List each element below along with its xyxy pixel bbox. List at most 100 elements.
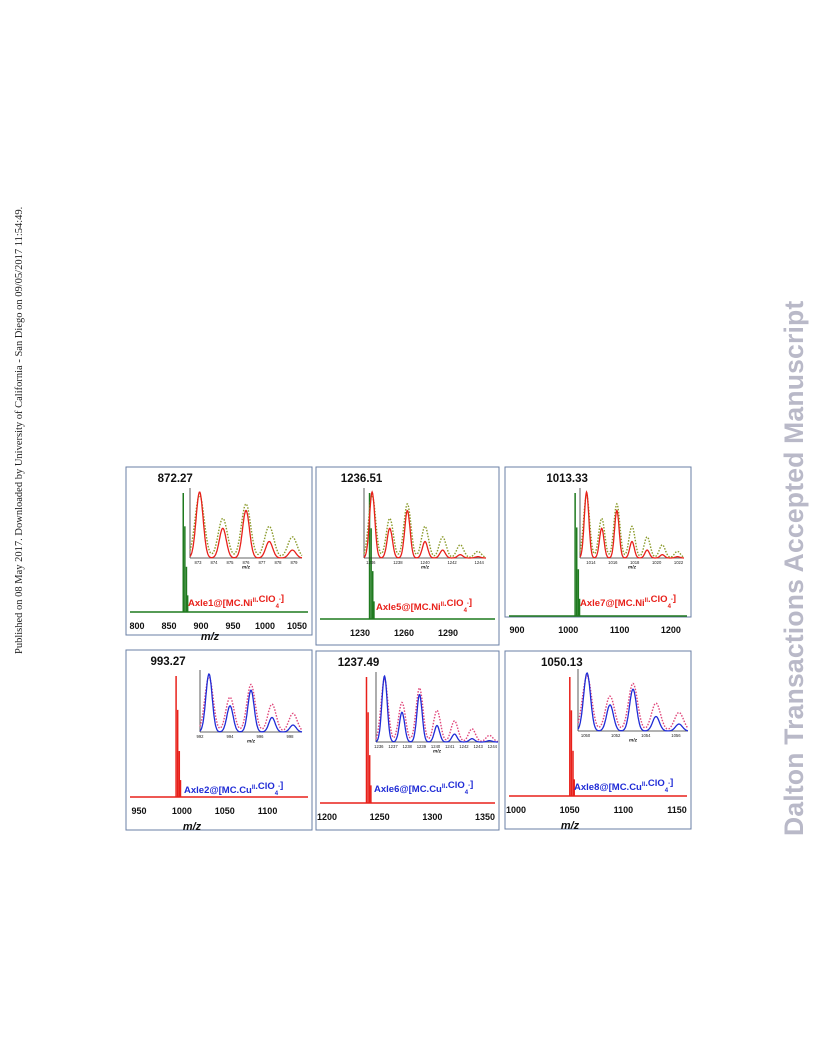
inset-simulated-pattern <box>375 678 499 743</box>
inset-simulated-pattern <box>363 494 487 559</box>
x-tick-label: 950 <box>131 806 146 816</box>
inset-tick-label: 1022 <box>674 560 684 565</box>
x-tick-label: 1000 <box>558 625 578 635</box>
isotope-inset: 1236 1237 1238 1239 1240 1241 1242 1243 1244 m/z <box>374 672 499 755</box>
inset-tick-label: 994 <box>227 734 235 739</box>
inset-tick-label: 1018 <box>630 560 640 565</box>
peak-label: 993.27 <box>150 656 185 668</box>
inset-tick-label: 874 <box>211 560 219 565</box>
inset-tick-label: 998 <box>287 734 295 739</box>
x-tick-label: 800 <box>129 621 144 631</box>
inset-tick-label: 1016 <box>608 560 618 565</box>
species-label: Axle2@[MC.CuII.ClO4-] <box>184 780 283 797</box>
spectrum-panel-1: 800 850 900 950 1000 1050 872.27 873 874 875 876 87… <box>125 466 313 643</box>
inset-tick-label: 878 <box>275 560 283 565</box>
peak-label: 1236.51 <box>341 473 383 485</box>
x-tick-label: 1290 <box>438 628 458 638</box>
x-tick-label: 1100 <box>614 805 634 815</box>
inset-xlabel: m/z <box>247 739 256 745</box>
species-label: Axle1@[MC.NiII.ClO4-] <box>188 593 284 610</box>
inset-tick-label: 1056 <box>671 733 681 738</box>
panel-frame <box>315 466 500 646</box>
x-tick-label: 850 <box>161 621 176 631</box>
inset-tick-label: 1238 <box>393 560 403 565</box>
x-axis-label: m/z <box>561 820 580 832</box>
x-tick-label: 1350 <box>475 812 495 822</box>
inset-tick-label: 873 <box>195 560 203 565</box>
isotope-inset: 1014 1016 1018 1020 1022 m/z <box>579 488 685 571</box>
panel-frame <box>125 466 313 636</box>
inset-xlabel: m/z <box>421 565 430 571</box>
x-tick-label: 1250 <box>370 812 390 822</box>
species-label: Axle6@[MC.CuII.ClO4-] <box>374 779 473 796</box>
spectrum-panel-6: 1000 1050 1100 1150 1050.13 1050 1052 1054 1056 m… <box>504 650 692 832</box>
x-tick-label: 900 <box>193 621 208 631</box>
inset-tick-label: 1052 <box>611 733 621 738</box>
panel-frame <box>504 466 692 618</box>
x-tick-label: 1260 <box>394 628 414 638</box>
isotope-inset: 873 874 875 876 877 878 879 m/z <box>189 488 303 571</box>
inset-xlabel: m/z <box>629 738 638 744</box>
inset-tick-label: 1236 <box>374 744 384 749</box>
inset-xlabel: m/z <box>242 565 251 571</box>
spectrum-panel-4: 950 1000 1050 1100 993.27 992 994 996 998 m/z Axle… <box>125 649 313 833</box>
inset-tick-label: 877 <box>259 560 267 565</box>
peak-label: 1237.49 <box>338 657 380 669</box>
x-tick-label: 1100 <box>610 625 630 635</box>
inset-tick-label: 1243 <box>473 744 483 749</box>
inset-tick-label: 996 <box>257 734 265 739</box>
x-tick-label: 1230 <box>350 628 370 638</box>
inset-tick-label: 1240 <box>431 744 441 749</box>
panel-frame <box>504 650 692 830</box>
inset-tick-label: 1240 <box>420 560 430 565</box>
spectrum-panel-2: 1230 1260 1290 1236.51 1236 1238 1240 1242 1244 m… <box>315 466 500 646</box>
x-tick-label: 1100 <box>258 806 278 816</box>
x-axis-label: m/z <box>201 631 220 643</box>
inset-experimental-pattern <box>375 674 498 743</box>
inset-tick-label: 1239 <box>417 744 427 749</box>
spectrum-panel-3: 900 1000 1100 1200 1013.33 1014 1016 1018 1020 10… <box>504 466 692 635</box>
peak-label: 872.27 <box>158 473 193 485</box>
x-tick-label: 1000 <box>506 805 526 815</box>
x-tick-label: 1200 <box>661 625 681 635</box>
peak-label: 1013.33 <box>546 473 588 485</box>
x-tick-label: 900 <box>509 625 524 635</box>
isotope-inset: 1236 1238 1240 1242 1244 m/z <box>363 488 487 571</box>
x-tick-label: 1000 <box>255 621 275 631</box>
x-tick-label: 1200 <box>317 812 337 822</box>
species-label: Axle7@[MC.NiII.ClO4-] <box>580 593 676 610</box>
inset-tick-label: 1244 <box>475 560 485 565</box>
x-tick-label: 1050 <box>215 806 235 816</box>
panel-frame <box>125 649 313 831</box>
species-label: Axle8@[MC.CuII.ClO4-] <box>574 777 673 794</box>
inset-simulated-pattern <box>189 494 303 557</box>
inset-experimental-pattern <box>363 490 486 559</box>
peak-label: 1050.13 <box>541 657 583 669</box>
inset-simulated-pattern <box>199 676 303 731</box>
inset-tick-label: 1014 <box>586 560 596 565</box>
inset-simulated-pattern <box>577 675 689 730</box>
inset-tick-label: 1020 <box>652 560 662 565</box>
x-tick-label: 1150 <box>667 805 687 815</box>
x-tick-label: 1050 <box>287 621 307 631</box>
inset-simulated-pattern <box>579 493 685 559</box>
inset-tick-label: 876 <box>243 560 251 565</box>
inset-experimental-pattern <box>579 490 684 559</box>
inset-tick-label: 1236 <box>366 560 376 565</box>
x-tick-label: 1300 <box>422 812 442 822</box>
inset-tick-label: 875 <box>227 560 235 565</box>
x-tick-label: 1000 <box>172 806 192 816</box>
x-tick-label: 950 <box>225 621 240 631</box>
x-tick-label: 1050 <box>560 805 580 815</box>
inset-experimental-pattern <box>577 672 689 732</box>
inset-tick-label: 1242 <box>447 560 457 565</box>
isotope-inset: 1050 1052 1054 1056 m/z <box>577 669 689 744</box>
inset-tick-label: 1241 <box>445 744 455 749</box>
x-axis-label: m/z <box>183 821 202 833</box>
inset-tick-label: 1242 <box>459 744 469 749</box>
inset-experimental-pattern <box>199 673 303 733</box>
isotope-inset: 992 994 996 998 m/z <box>197 670 303 745</box>
species-label: Axle5@[MC.NiII.ClO4-] <box>376 597 472 614</box>
